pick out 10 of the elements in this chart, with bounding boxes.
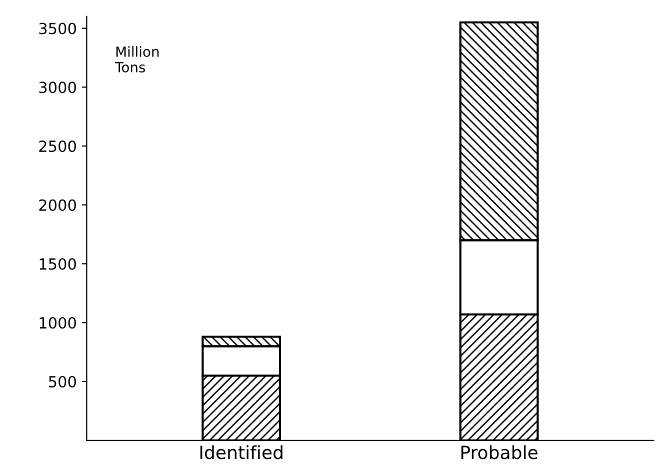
y-tick-label: 1000 xyxy=(40,317,76,329)
y-tick-label: 500 xyxy=(49,376,76,388)
y-tick-label: 3000 xyxy=(39,82,76,94)
y-tick-label: 2500 xyxy=(39,140,76,152)
x-tick-label: Probable xyxy=(461,445,538,460)
y-tick-label: 3500 xyxy=(39,22,76,34)
y-tick-label: 1500 xyxy=(40,258,76,270)
y-tick-label: 2000 xyxy=(39,199,76,211)
y-axis-title: Million Tons xyxy=(115,46,159,72)
x-tick-label: Identified xyxy=(200,445,282,460)
